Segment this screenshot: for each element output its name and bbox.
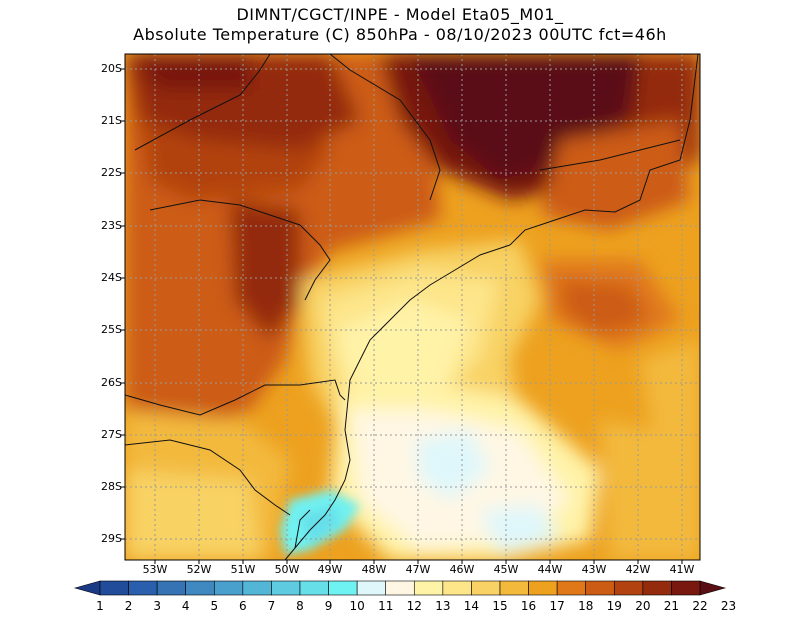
colorbar-segment — [471, 580, 501, 596]
lon-label: 51W — [230, 563, 256, 576]
colorbar-label: 23 — [720, 599, 737, 613]
colorbar-label: 6 — [239, 599, 247, 613]
colorbar-label: 1 — [96, 599, 104, 613]
colorbar-arrow-left — [73, 580, 101, 596]
coastlines-borders — [125, 54, 699, 560]
lat-label: 28S — [101, 480, 122, 493]
lon-label: 50W — [274, 563, 300, 576]
map-frame — [124, 53, 701, 561]
colorbar-label: 12 — [406, 599, 422, 613]
colorbar-segment — [242, 580, 272, 596]
colorbar-segment — [328, 580, 358, 596]
colorbar-label: 5 — [210, 599, 219, 613]
colorbar-segment — [271, 580, 301, 596]
lon-label: 43W — [581, 563, 607, 576]
colorbar-label: 16 — [520, 599, 537, 613]
colorbar-label: 9 — [324, 599, 333, 613]
lon-label: 42W — [625, 563, 651, 576]
lat-label: 24S — [101, 271, 122, 284]
colorbar-segment — [556, 580, 587, 596]
colorbar-segment — [299, 580, 329, 596]
colorbar-label: 7 — [267, 599, 276, 613]
colorbar-arrow-right — [699, 580, 727, 596]
colorbar-segment — [585, 580, 615, 596]
colorbar-segment — [156, 580, 187, 596]
lat-label: 21S — [101, 114, 122, 127]
colorbar-label: 14 — [463, 599, 480, 613]
lon-label: 46W — [449, 563, 475, 576]
colorbar-segment — [128, 580, 158, 596]
colorbar-label: 3 — [153, 599, 161, 613]
map-title-line1: DIMNT/CGCT/INPE - Model Eta05_M01_ — [236, 5, 564, 24]
colorbar — [73, 580, 727, 596]
lat-label: 26S — [101, 376, 122, 389]
lon-label: 47W — [405, 563, 431, 576]
grid-lines — [125, 54, 700, 560]
colorbar-label: 21 — [663, 599, 680, 613]
colorbar-segment — [413, 580, 444, 596]
colorbar-label: 2 — [124, 599, 133, 613]
colorbar-segment — [528, 580, 558, 596]
lon-label: 49W — [317, 563, 343, 576]
colorbar-label: 17 — [549, 599, 565, 613]
temperature-field — [125, 54, 700, 560]
colorbar-segment — [185, 580, 215, 596]
lat-label: 29S — [101, 532, 122, 545]
colorbar-segment — [442, 580, 472, 596]
lat-label: 22S — [101, 166, 122, 179]
lat-label: 23S — [101, 219, 122, 232]
colorbar-segment — [613, 580, 644, 596]
colorbar-label: 22 — [692, 599, 708, 613]
colorbar-segment — [499, 580, 529, 596]
colorbar-segment — [213, 580, 244, 596]
lon-label: 52W — [186, 563, 212, 576]
lat-label: 25S — [101, 323, 122, 336]
colorbar-segment — [642, 580, 672, 596]
colorbar-label: 20 — [635, 599, 651, 613]
colorbar-label: 18 — [578, 599, 594, 613]
lon-label: 53W — [142, 563, 168, 576]
colorbar-label: 13 — [435, 599, 451, 613]
lat-label: 27S — [101, 428, 122, 441]
colorbar-label: 8 — [296, 599, 304, 613]
colorbar-segment — [356, 580, 387, 596]
colorbar-label: 11 — [378, 599, 394, 613]
colorbar-label: 19 — [606, 599, 622, 613]
lon-label: 45W — [493, 563, 519, 576]
colorbar-label: 4 — [181, 599, 190, 613]
lon-label: 41W — [669, 563, 695, 576]
lon-label: 48W — [361, 563, 387, 576]
lon-label: 44W — [537, 563, 563, 576]
map-title-line2: Absolute Temperature (C) 850hPa - 08/10/… — [133, 25, 667, 44]
lat-label: 20S — [101, 62, 122, 75]
colorbar-label: 10 — [349, 599, 365, 613]
colorbar-segment — [99, 580, 129, 596]
colorbar-segment — [385, 580, 415, 596]
colorbar-label: 15 — [492, 599, 508, 613]
colorbar-segment — [671, 580, 701, 596]
